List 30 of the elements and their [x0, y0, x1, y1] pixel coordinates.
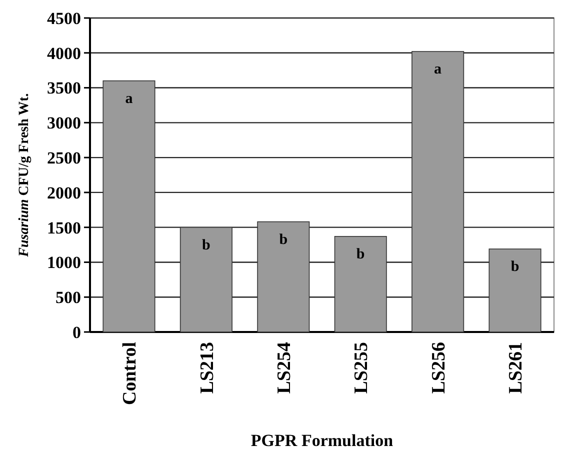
- bar: [412, 51, 464, 332]
- y-tick-label: 1500: [47, 218, 81, 238]
- bar: [257, 221, 310, 332]
- y-tick-label: 4500: [47, 8, 81, 28]
- y-axis-title: Fusarium CFU/g Fresh Wt.: [17, 93, 32, 258]
- x-axis-title: PGPR Formulation: [250, 431, 394, 450]
- annotation: b: [202, 237, 210, 254]
- y-tick-label: 2500: [47, 148, 81, 168]
- bar: [180, 226, 232, 332]
- y-tick-label: 4000: [47, 44, 81, 63]
- y-tick-label: 0: [72, 322, 81, 342]
- x-tick-label: Control: [120, 342, 141, 405]
- x-tick-label: LS261: [506, 342, 527, 394]
- annotation: b: [510, 258, 520, 275]
- annotation: b: [279, 232, 288, 248]
- bar: [102, 80, 156, 332]
- annotation: a: [125, 90, 134, 107]
- y-tick-label: 1000: [47, 253, 81, 272]
- y-tick-label: 500: [56, 288, 81, 308]
- annotation: a: [434, 61, 442, 78]
- bar: [334, 236, 387, 332]
- y-tick-label: 2000: [47, 183, 81, 202]
- y-tick-label: 3500: [47, 78, 81, 98]
- x-tick-label: LS254: [274, 342, 296, 394]
- bar: [488, 248, 542, 332]
- x-tick-label: LS213: [196, 342, 218, 394]
- y-tick-label: 3000: [47, 114, 81, 133]
- x-tick-label: LS256: [428, 342, 450, 394]
- x-tick-label: LS255: [351, 342, 372, 394]
- annotation: b: [356, 246, 365, 262]
